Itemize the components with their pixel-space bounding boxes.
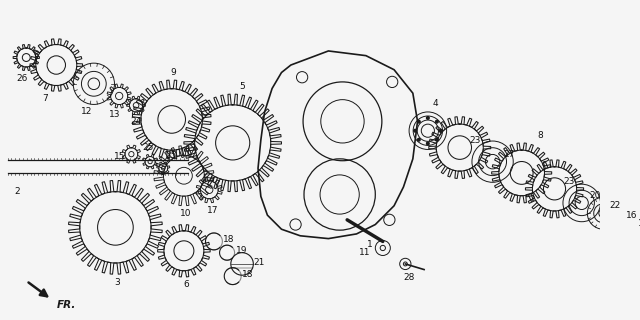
Text: 20: 20 xyxy=(589,191,600,200)
Circle shape xyxy=(436,139,438,141)
Text: 24: 24 xyxy=(131,117,141,126)
Text: 10: 10 xyxy=(180,209,191,218)
Text: 2: 2 xyxy=(14,187,20,196)
Text: FR.: FR. xyxy=(56,300,76,309)
Circle shape xyxy=(436,120,438,123)
Text: 15: 15 xyxy=(115,152,126,161)
Circle shape xyxy=(417,120,420,123)
Text: 1: 1 xyxy=(367,240,372,249)
Text: 22: 22 xyxy=(609,201,620,210)
Text: 18: 18 xyxy=(242,270,253,279)
Circle shape xyxy=(426,116,429,119)
Text: 19: 19 xyxy=(236,246,248,255)
Text: 13: 13 xyxy=(109,110,120,119)
Text: 17: 17 xyxy=(207,206,219,215)
Circle shape xyxy=(417,139,420,141)
Text: 25: 25 xyxy=(165,151,177,160)
Text: 18: 18 xyxy=(223,235,235,244)
Text: 14: 14 xyxy=(638,219,640,228)
Text: 16: 16 xyxy=(626,211,637,220)
Text: 28: 28 xyxy=(403,273,415,282)
Text: 23: 23 xyxy=(469,136,481,145)
Circle shape xyxy=(414,129,417,132)
Text: 5: 5 xyxy=(239,82,245,91)
Text: 11: 11 xyxy=(359,248,371,257)
Text: 21: 21 xyxy=(253,258,265,267)
Text: 8: 8 xyxy=(538,131,543,140)
Text: 9: 9 xyxy=(171,68,177,77)
Text: 12: 12 xyxy=(81,108,92,116)
Text: 4: 4 xyxy=(433,99,438,108)
Text: 7: 7 xyxy=(42,94,48,103)
Text: 25: 25 xyxy=(143,143,154,152)
Circle shape xyxy=(426,142,429,145)
Text: 26: 26 xyxy=(17,74,28,83)
Text: 3: 3 xyxy=(115,278,120,287)
Text: 6: 6 xyxy=(183,280,189,289)
Circle shape xyxy=(439,129,442,132)
Text: 27: 27 xyxy=(504,150,515,159)
Text: 23: 23 xyxy=(564,177,575,186)
